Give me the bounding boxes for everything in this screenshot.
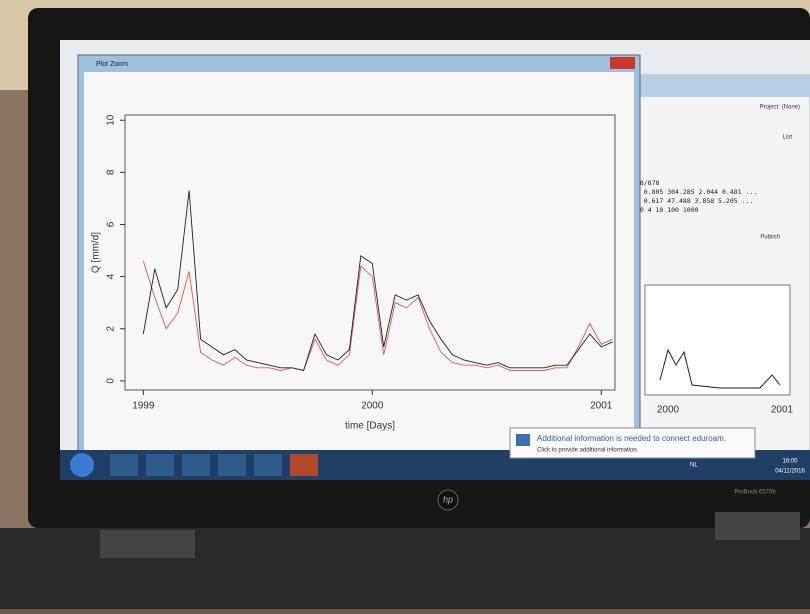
start-button[interactable] bbox=[70, 453, 94, 477]
taskbar-icon[interactable] bbox=[254, 454, 282, 476]
series-line bbox=[142, 260, 613, 372]
hinge bbox=[100, 530, 195, 558]
list-label: List bbox=[783, 135, 793, 141]
notification-body: Click to provide additional information. bbox=[537, 448, 639, 454]
console-line: 18 0.805 304.285 2.044 0.481 ... bbox=[632, 188, 757, 196]
side-x-tick: 2001 bbox=[771, 405, 794, 416]
taskbar-icon[interactable] bbox=[110, 454, 138, 476]
model: ProBook 6570b bbox=[734, 490, 776, 496]
logo-ring bbox=[437, 489, 459, 511]
window-title: Plot Zoom bbox=[96, 61, 128, 68]
tray-date: 04/11/2016 bbox=[775, 469, 805, 475]
taskbar-icon[interactable] bbox=[218, 454, 246, 476]
plot-canvas bbox=[84, 72, 634, 450]
series-line bbox=[142, 190, 613, 372]
hinge bbox=[715, 512, 800, 540]
y-tick-label: 4 bbox=[106, 273, 117, 279]
project-label: Project: (None) bbox=[760, 105, 800, 111]
x-tick-label: 2000 bbox=[361, 401, 384, 412]
close-button[interactable] bbox=[610, 57, 635, 69]
side-titlebar bbox=[635, 75, 810, 97]
x-axis-label: time [Days] bbox=[345, 421, 395, 432]
notification-title[interactable]: Additional information is needed to conn… bbox=[537, 434, 726, 443]
y-tick-label: 6 bbox=[106, 221, 117, 227]
console-line: 77 0.617 47.488 3.858 5.205 ... bbox=[632, 197, 753, 205]
plot-box bbox=[124, 114, 616, 391]
tray-lang: NL bbox=[690, 463, 698, 469]
taskbar-icon[interactable] bbox=[182, 454, 210, 476]
console-line: 500 4 10 100 1000 bbox=[632, 206, 699, 214]
chart: 0 2 4 6 8 10 1999 2000 2001 time [Days] Q [mm/d] bbox=[91, 114, 616, 432]
y-tick-label: 10 bbox=[106, 114, 117, 126]
tray-time: 16:00 bbox=[782, 459, 798, 465]
x-tick-label: 1999 bbox=[132, 401, 155, 412]
network-icon bbox=[516, 434, 530, 446]
taskbar-icon[interactable] bbox=[146, 454, 174, 476]
x-tick-label: 2001 bbox=[590, 401, 613, 412]
taskbar-icon[interactable] bbox=[290, 454, 318, 476]
side-plot-line bbox=[659, 348, 781, 389]
y-axis-label: Q [mm/d] bbox=[91, 232, 102, 273]
y-tick-label: 8 bbox=[106, 169, 117, 175]
side-x-tick: 2000 bbox=[657, 405, 680, 416]
brand: hp bbox=[443, 494, 453, 504]
side-window bbox=[634, 74, 810, 456]
y-tick-label: 2 bbox=[106, 326, 117, 332]
side-plot bbox=[644, 284, 791, 396]
publish-label: Publish bbox=[760, 235, 780, 241]
console-line: 018/878 bbox=[632, 179, 659, 187]
y-tick-label: 0 bbox=[106, 378, 117, 384]
notification[interactable] bbox=[509, 427, 756, 459]
